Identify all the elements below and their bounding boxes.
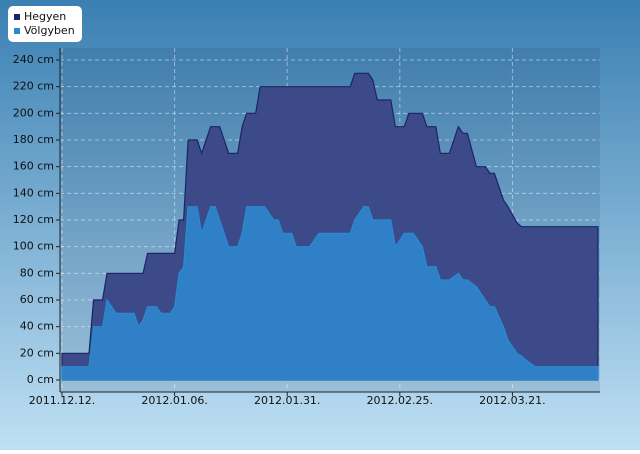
y-tick-label: 120 cm (13, 213, 54, 226)
legend-swatch (14, 14, 20, 20)
x-tick-label: 2012.02.25. (367, 394, 433, 407)
x-tick-label: 2012.01.06. (141, 394, 207, 407)
area (61, 206, 599, 381)
y-tick-label: 80 cm (20, 266, 54, 279)
y-tick-label: 0 cm (27, 373, 54, 386)
x-tick-label: 2012.03.21. (479, 394, 545, 407)
y-tick-label: 160 cm (13, 160, 54, 173)
y-tick-label: 40 cm (20, 320, 54, 333)
legend-label: Völgyben (24, 24, 75, 37)
legend-swatch (14, 28, 20, 34)
y-tick-label: 60 cm (20, 293, 54, 306)
legend-label: Hegyen (24, 10, 66, 23)
y-tick-label: 240 cm (13, 53, 54, 66)
y-tick-label: 140 cm (13, 186, 54, 199)
y-tick-label: 180 cm (13, 133, 54, 146)
x-tick-label: 2012.01.31. (254, 394, 320, 407)
x-tick-label: 2011.12.12. (29, 394, 95, 407)
y-tick-label: 20 cm (20, 346, 54, 359)
y-tick-label: 100 cm (13, 240, 54, 253)
y-tick-label: 200 cm (13, 106, 54, 119)
legend-box (8, 6, 82, 42)
y-tick-label: 220 cm (13, 80, 54, 93)
